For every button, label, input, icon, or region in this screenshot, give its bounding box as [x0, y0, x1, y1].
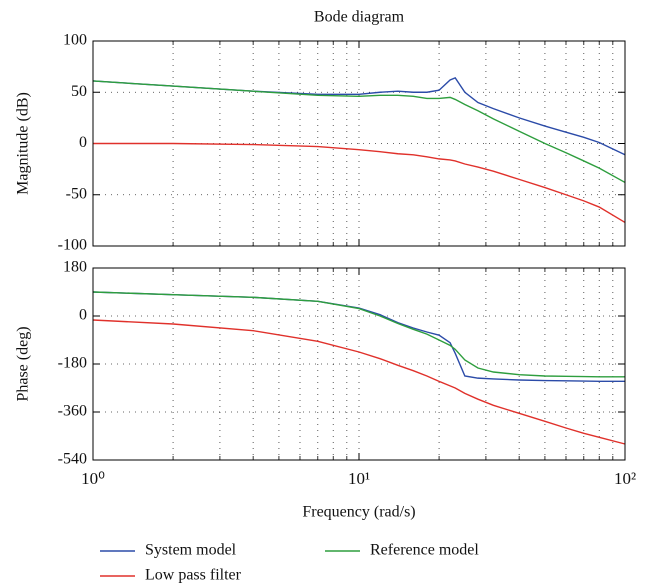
- y-axis-label: Phase (deg): [15, 326, 32, 401]
- y-tick-label: -50: [66, 185, 87, 202]
- y-axis-label: Magnitude (dB): [15, 92, 32, 195]
- legend-label: System model: [145, 542, 237, 559]
- series-line: [93, 142, 626, 224]
- y-tick-label: -360: [58, 403, 87, 420]
- series-line: [92, 80, 626, 184]
- x-tick-label: 10⁰: [81, 469, 105, 488]
- y-tick-label: -100: [58, 237, 87, 254]
- plot-frame: [92, 267, 626, 461]
- y-tick-label: 50: [71, 83, 87, 100]
- plot-frame: [92, 40, 626, 247]
- y-tick-label: 0: [79, 134, 87, 151]
- chart-title: Bode diagram: [314, 9, 405, 26]
- legend-label: Reference model: [370, 542, 479, 559]
- y-tick-label: 180: [63, 259, 87, 276]
- y-tick-label: 100: [63, 32, 87, 49]
- y-tick-label: -540: [58, 451, 87, 468]
- series-line: [92, 77, 626, 156]
- series-line: [92, 291, 625, 383]
- x-tick-label: 10¹: [348, 469, 370, 488]
- series-line: [92, 319, 626, 445]
- x-tick-label: 10²: [614, 469, 636, 488]
- x-axis-label: Frequency (rad/s): [302, 504, 415, 521]
- y-tick-label: 0: [79, 307, 87, 324]
- legend-label: Low pass filter: [145, 567, 242, 584]
- series-line: [92, 291, 625, 378]
- y-tick-label: -180: [58, 355, 87, 372]
